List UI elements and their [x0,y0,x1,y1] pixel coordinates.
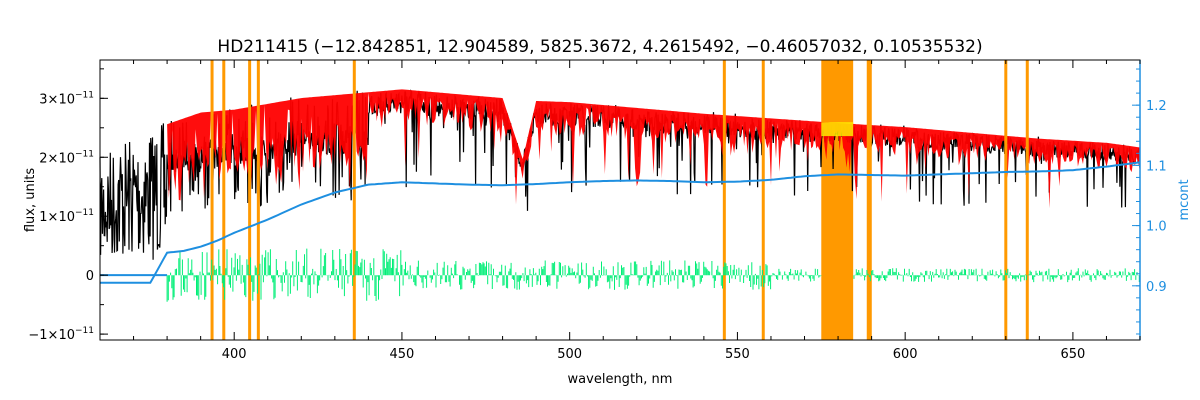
masked-line-2 [248,60,252,340]
y-right-tick-label: 1.1 [1146,159,1167,174]
continuum-curve [100,161,1141,284]
y-axis-right-label: mcont [1177,179,1192,220]
chart-title: HD211415 (−12.842851, 12.904589, 5825.36… [217,37,982,57]
masked-line-1 [222,60,226,340]
y-tick-label: 1×10−11 [39,208,94,225]
masked-line-4 [352,60,356,340]
x-tick-label: 400 [222,347,247,362]
masked-line-6 [761,60,765,340]
x-axis: 400 450 500 550 600 650 [99,60,1141,362]
y-axis-label: flux, units [23,168,38,233]
masked-line-7 [866,60,870,340]
masked-model-0 [821,122,854,137]
plot-area [99,60,1141,340]
x-tick-label: 600 [893,347,918,362]
masked-line-0 [210,60,214,340]
x-tick-label: 550 [725,347,750,362]
x-tick-label: 450 [390,347,415,362]
y-right-tick-label: 1.0 [1146,220,1167,235]
masked-line-10 [1025,60,1029,340]
model-spectrum [167,89,1141,209]
masked-line-5 [722,60,726,340]
x-tick-label: 500 [557,347,582,362]
residual-line [166,248,1140,302]
masked-line-8 [868,60,872,340]
continuum-line [100,161,1141,284]
masked-bands [821,60,854,340]
plot-frame [99,59,1141,341]
masked-band-0 [821,60,854,340]
y-right-tick-label: 0.9 [1146,280,1167,295]
y-tick-label: 2×10−11 [39,149,94,166]
x-axis-label: wavelength, nm [568,372,673,387]
masked-line-3 [256,60,260,340]
y-right-tick-label: 1.2 [1146,99,1167,114]
model-fill [167,89,1141,209]
y-tick-label: −1×10−11 [28,326,94,343]
residuals [100,248,1140,302]
y-tick-label: 0 [86,269,94,284]
masked-line-9 [1004,60,1008,340]
y-tick-label: 3×10−11 [39,90,94,107]
masked-lines [210,60,1029,340]
x-tick-label: 650 [1060,347,1085,362]
y-axis-right: 0.9 1.0 1.1 1.2 [1132,68,1167,335]
y-axis-left: −1×10−11 0 1×10−11 2×10−11 3×10−11 [28,68,108,343]
